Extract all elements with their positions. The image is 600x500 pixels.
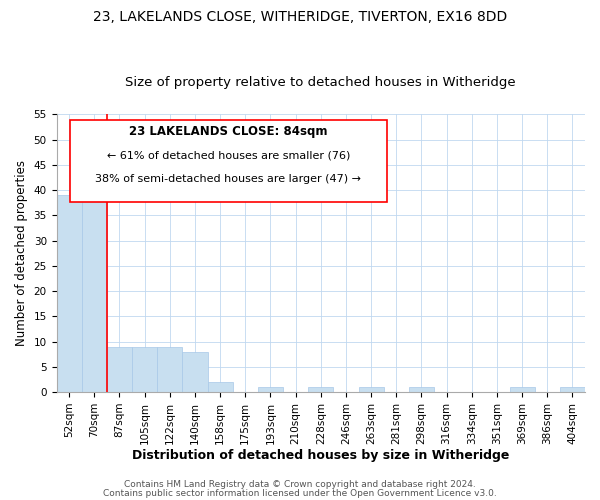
- X-axis label: Distribution of detached houses by size in Witheridge: Distribution of detached houses by size …: [132, 450, 509, 462]
- Bar: [560, 387, 585, 392]
- Bar: [157, 346, 182, 392]
- Text: 23, LAKELANDS CLOSE, WITHERIDGE, TIVERTON, EX16 8DD: 23, LAKELANDS CLOSE, WITHERIDGE, TIVERTO…: [93, 10, 507, 24]
- Text: ← 61% of detached houses are smaller (76): ← 61% of detached houses are smaller (76…: [107, 150, 350, 160]
- Text: 23 LAKELANDS CLOSE: 84sqm: 23 LAKELANDS CLOSE: 84sqm: [129, 126, 328, 138]
- Bar: [132, 346, 157, 392]
- Bar: [182, 352, 208, 392]
- Title: Size of property relative to detached houses in Witheridge: Size of property relative to detached ho…: [125, 76, 516, 90]
- Bar: [409, 387, 434, 392]
- Bar: [107, 346, 132, 392]
- Bar: [56, 195, 82, 392]
- Bar: [258, 387, 283, 392]
- Text: 38% of semi-detached houses are larger (47) →: 38% of semi-detached houses are larger (…: [95, 174, 361, 184]
- Bar: [308, 387, 334, 392]
- Y-axis label: Number of detached properties: Number of detached properties: [15, 160, 28, 346]
- FancyBboxPatch shape: [70, 120, 387, 202]
- Text: Contains HM Land Registry data © Crown copyright and database right 2024.: Contains HM Land Registry data © Crown c…: [124, 480, 476, 489]
- Bar: [208, 382, 233, 392]
- Bar: [359, 387, 383, 392]
- Bar: [509, 387, 535, 392]
- Text: Contains public sector information licensed under the Open Government Licence v3: Contains public sector information licen…: [103, 488, 497, 498]
- Bar: [82, 165, 107, 392]
